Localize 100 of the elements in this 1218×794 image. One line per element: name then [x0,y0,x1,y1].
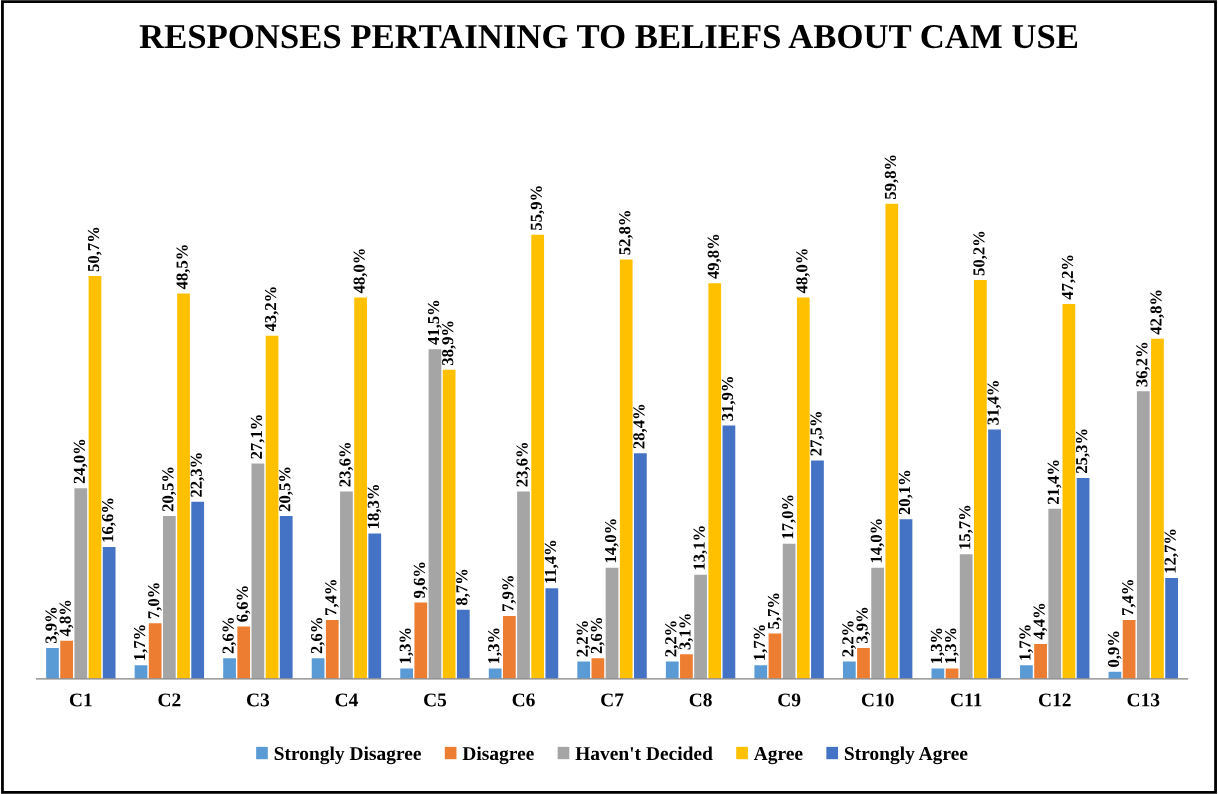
bar [46,647,59,679]
bar [223,658,236,679]
data-label: 21,4% [1047,460,1062,504]
chart-title: RESPONSES PERTAINING TO BELIEFS ABOUT CAM USE [139,24,1078,49]
bar [796,297,810,679]
data-label: 1,7% [753,625,768,660]
data-label: 14,0% [604,519,619,563]
bar [311,658,325,679]
data-label: 41,5% [427,300,442,345]
bar [1165,577,1178,679]
data-label: 1,7% [133,625,148,660]
data-label: 48,0% [796,249,810,294]
data-label: 14,0% [870,519,885,563]
bar [768,633,782,679]
x-tick-label: C10 [861,693,894,707]
bar [811,460,824,679]
data-label: 49,8% [707,234,722,279]
x-tick-label: C4 [335,693,358,707]
bar [191,501,205,679]
bar [251,463,265,679]
bar [605,567,619,679]
bar [354,297,367,679]
x-tick-label: C5 [424,693,447,707]
bar [722,425,736,679]
data-label: 1,3% [399,628,414,664]
data-label: 27,5% [810,411,825,456]
bar [754,665,768,679]
bar [368,533,382,679]
data-label: 4,4% [1033,603,1048,640]
bar [857,647,870,679]
bar [428,349,442,679]
x-tick-label: C13 [1127,693,1160,707]
bar [502,616,516,679]
data-label: 2,6% [590,618,605,654]
bar [988,429,1001,679]
bar [577,661,591,679]
data-label: 27,1% [250,415,265,459]
data-label: 0,9% [1107,631,1122,667]
data-label: 50,7% [87,227,102,272]
data-label: 3,1% [679,614,694,650]
bar [74,488,88,679]
data-label: 12,7% [1164,529,1179,573]
data-label: 5,7% [767,593,782,629]
data-label: 55,9% [530,186,545,230]
bar [1136,391,1150,679]
bar [134,665,148,679]
data-label: 59,8% [884,155,899,199]
x-tick-label: C6 [512,693,535,707]
bar [1122,620,1136,679]
bar [782,543,796,679]
bar [102,547,116,679]
data-label: 48,5% [176,245,191,290]
bar [442,369,456,679]
legend-label: Haven't Decided [575,746,713,761]
bar [1048,508,1062,679]
data-label: 25,3% [1076,429,1090,474]
data-label: 16,6% [102,498,116,542]
data-label: 42,8% [1150,290,1165,335]
bar [60,640,74,679]
data-label: 9,6% [413,562,428,598]
data-label: 31,4% [987,381,1002,425]
x-tick-label: C8 [689,693,712,707]
data-label: 20,5% [279,467,293,512]
data-label: 23,6% [516,442,531,487]
bar [237,626,251,679]
bar [591,658,605,679]
legend-label: Strongly Disagree [274,746,421,765]
data-label: 8,7% [456,569,470,606]
data-label: 36,2% [1136,342,1150,387]
bar [973,280,987,679]
data-label: 6,6% [236,586,251,622]
data-label: 17,0% [782,495,796,539]
x-tick-label: C7 [601,693,624,707]
bar [517,491,530,679]
data-label: 15,7% [959,505,973,549]
data-label: 28,4% [633,404,647,449]
data-label: 1,3% [488,628,502,664]
data-label: 52,8% [619,211,633,255]
bar [531,234,545,679]
x-tick-label: C11 [950,693,982,707]
x-tick-label: C2 [158,693,181,707]
bar [1034,643,1047,679]
data-label: 7,4% [325,579,339,615]
data-label: 7,4% [1122,579,1136,615]
bar [680,654,693,679]
data-label: 4,8% [59,600,74,637]
data-label: 1,7% [1019,625,1033,660]
data-label: 1,3% [930,628,945,664]
bar [1020,665,1033,679]
data-label: 24,0% [73,439,88,484]
data-label: 18,3% [367,485,382,528]
x-tick-label: C3 [246,693,270,707]
data-label: 3,9% [856,607,871,644]
data-label: 38,9% [442,321,456,366]
data-label: 7,0% [148,583,162,619]
bar [414,602,428,679]
bar [1151,338,1164,679]
bar [88,276,102,679]
data-label: 50,2% [973,231,987,276]
bar [545,588,559,679]
